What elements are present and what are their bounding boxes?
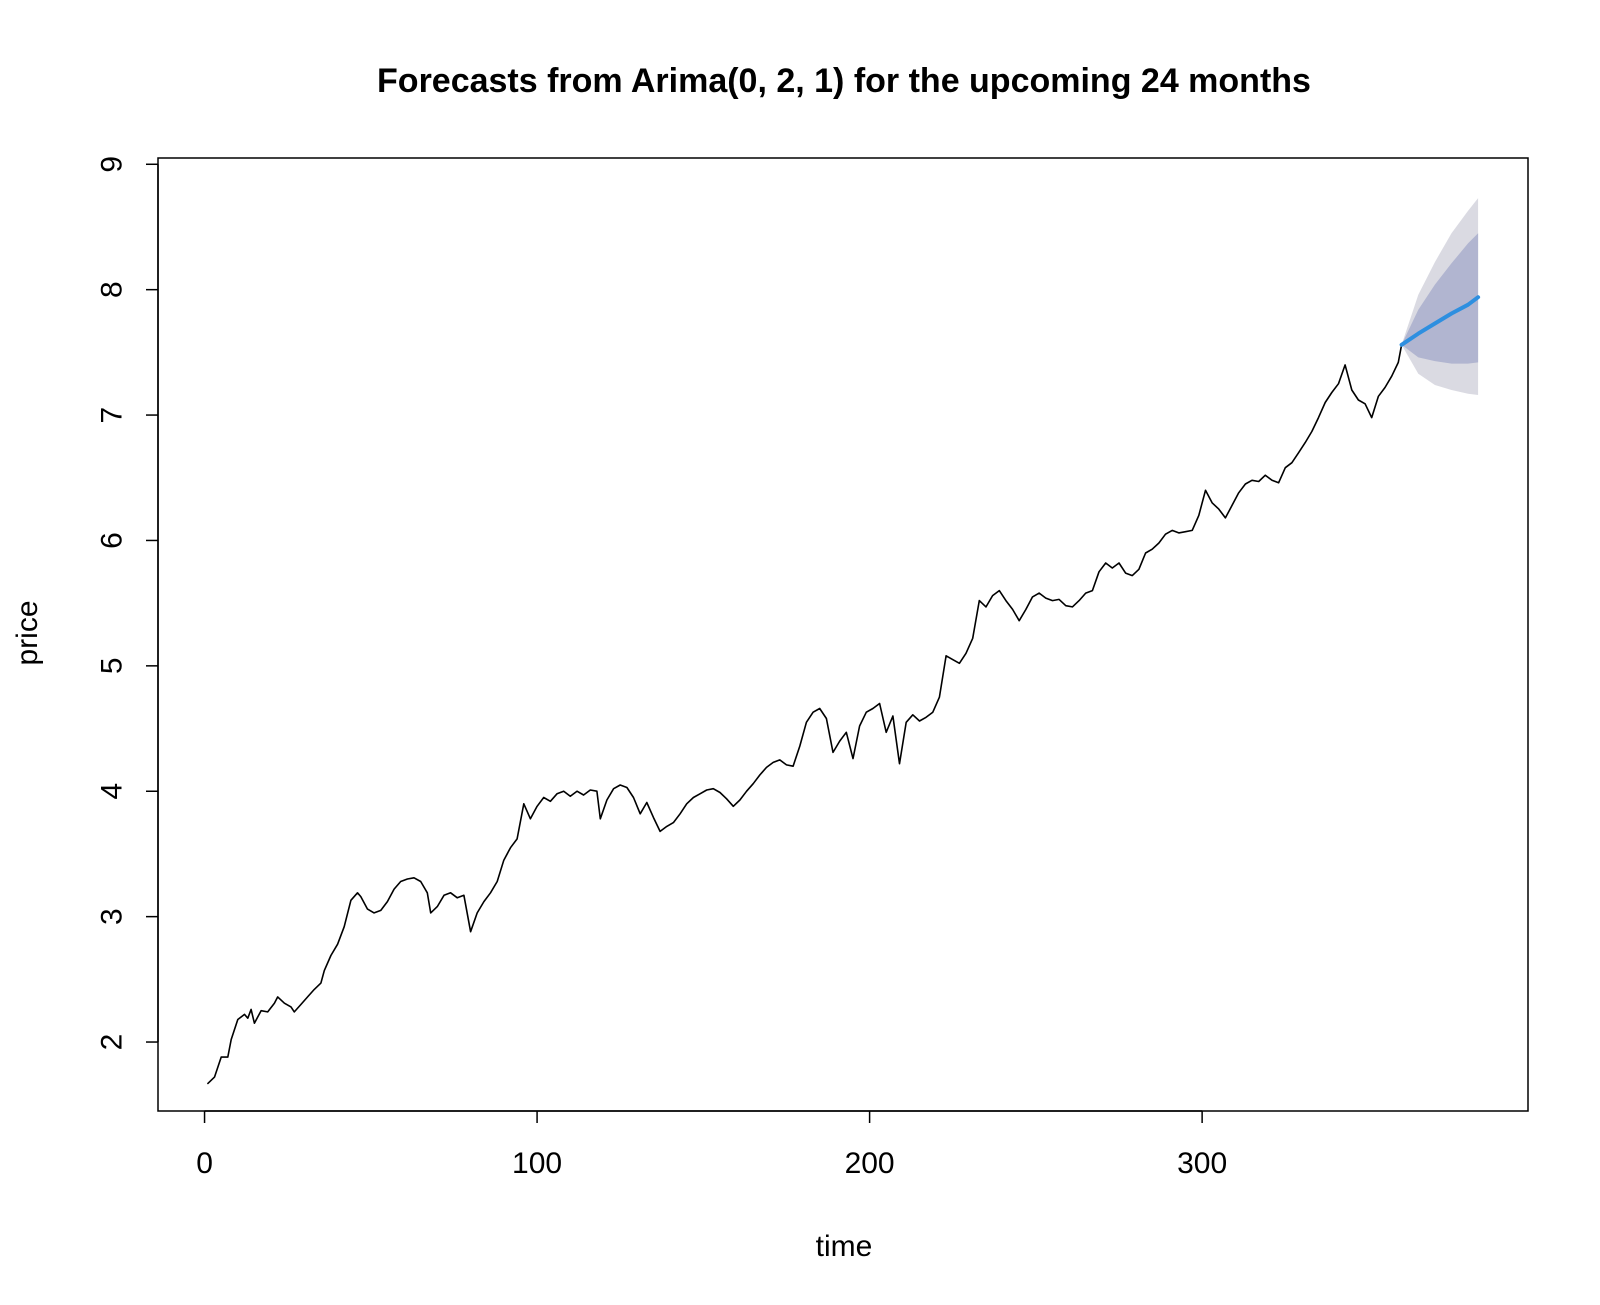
y-tick-label: 9 bbox=[96, 156, 129, 173]
x-axis-label: time bbox=[816, 1230, 873, 1263]
history-line bbox=[207, 344, 1403, 1085]
y-tick-label: 2 bbox=[96, 1034, 129, 1051]
y-tick-label: 7 bbox=[96, 407, 129, 424]
y-tick-label: 6 bbox=[96, 532, 129, 549]
series-layer bbox=[207, 295, 1481, 1085]
y-tick-label: 3 bbox=[96, 908, 129, 925]
x-axis: 0 100 200 300 bbox=[196, 1110, 1227, 1180]
forecast-line bbox=[1399, 295, 1481, 347]
x-tick-label: 0 bbox=[196, 1147, 213, 1180]
y-tick-label: 5 bbox=[96, 657, 129, 674]
plot-frame bbox=[157, 157, 1529, 1112]
prediction-band-80 bbox=[1401, 233, 1479, 364]
x-tick-label: 300 bbox=[1177, 1147, 1227, 1180]
x-tick-label: 100 bbox=[512, 1147, 562, 1180]
y-tick-label: 8 bbox=[96, 281, 129, 298]
x-tick-label: 200 bbox=[845, 1147, 895, 1180]
y-axis: 2 3 4 5 6 7 8 9 bbox=[96, 156, 159, 1050]
chart-title: Forecasts from Arima(0, 2, 1) for the up… bbox=[377, 62, 1311, 100]
y-axis-label: price bbox=[11, 600, 44, 665]
prediction-intervals bbox=[1401, 198, 1479, 395]
y-tick-label: 4 bbox=[96, 783, 129, 800]
